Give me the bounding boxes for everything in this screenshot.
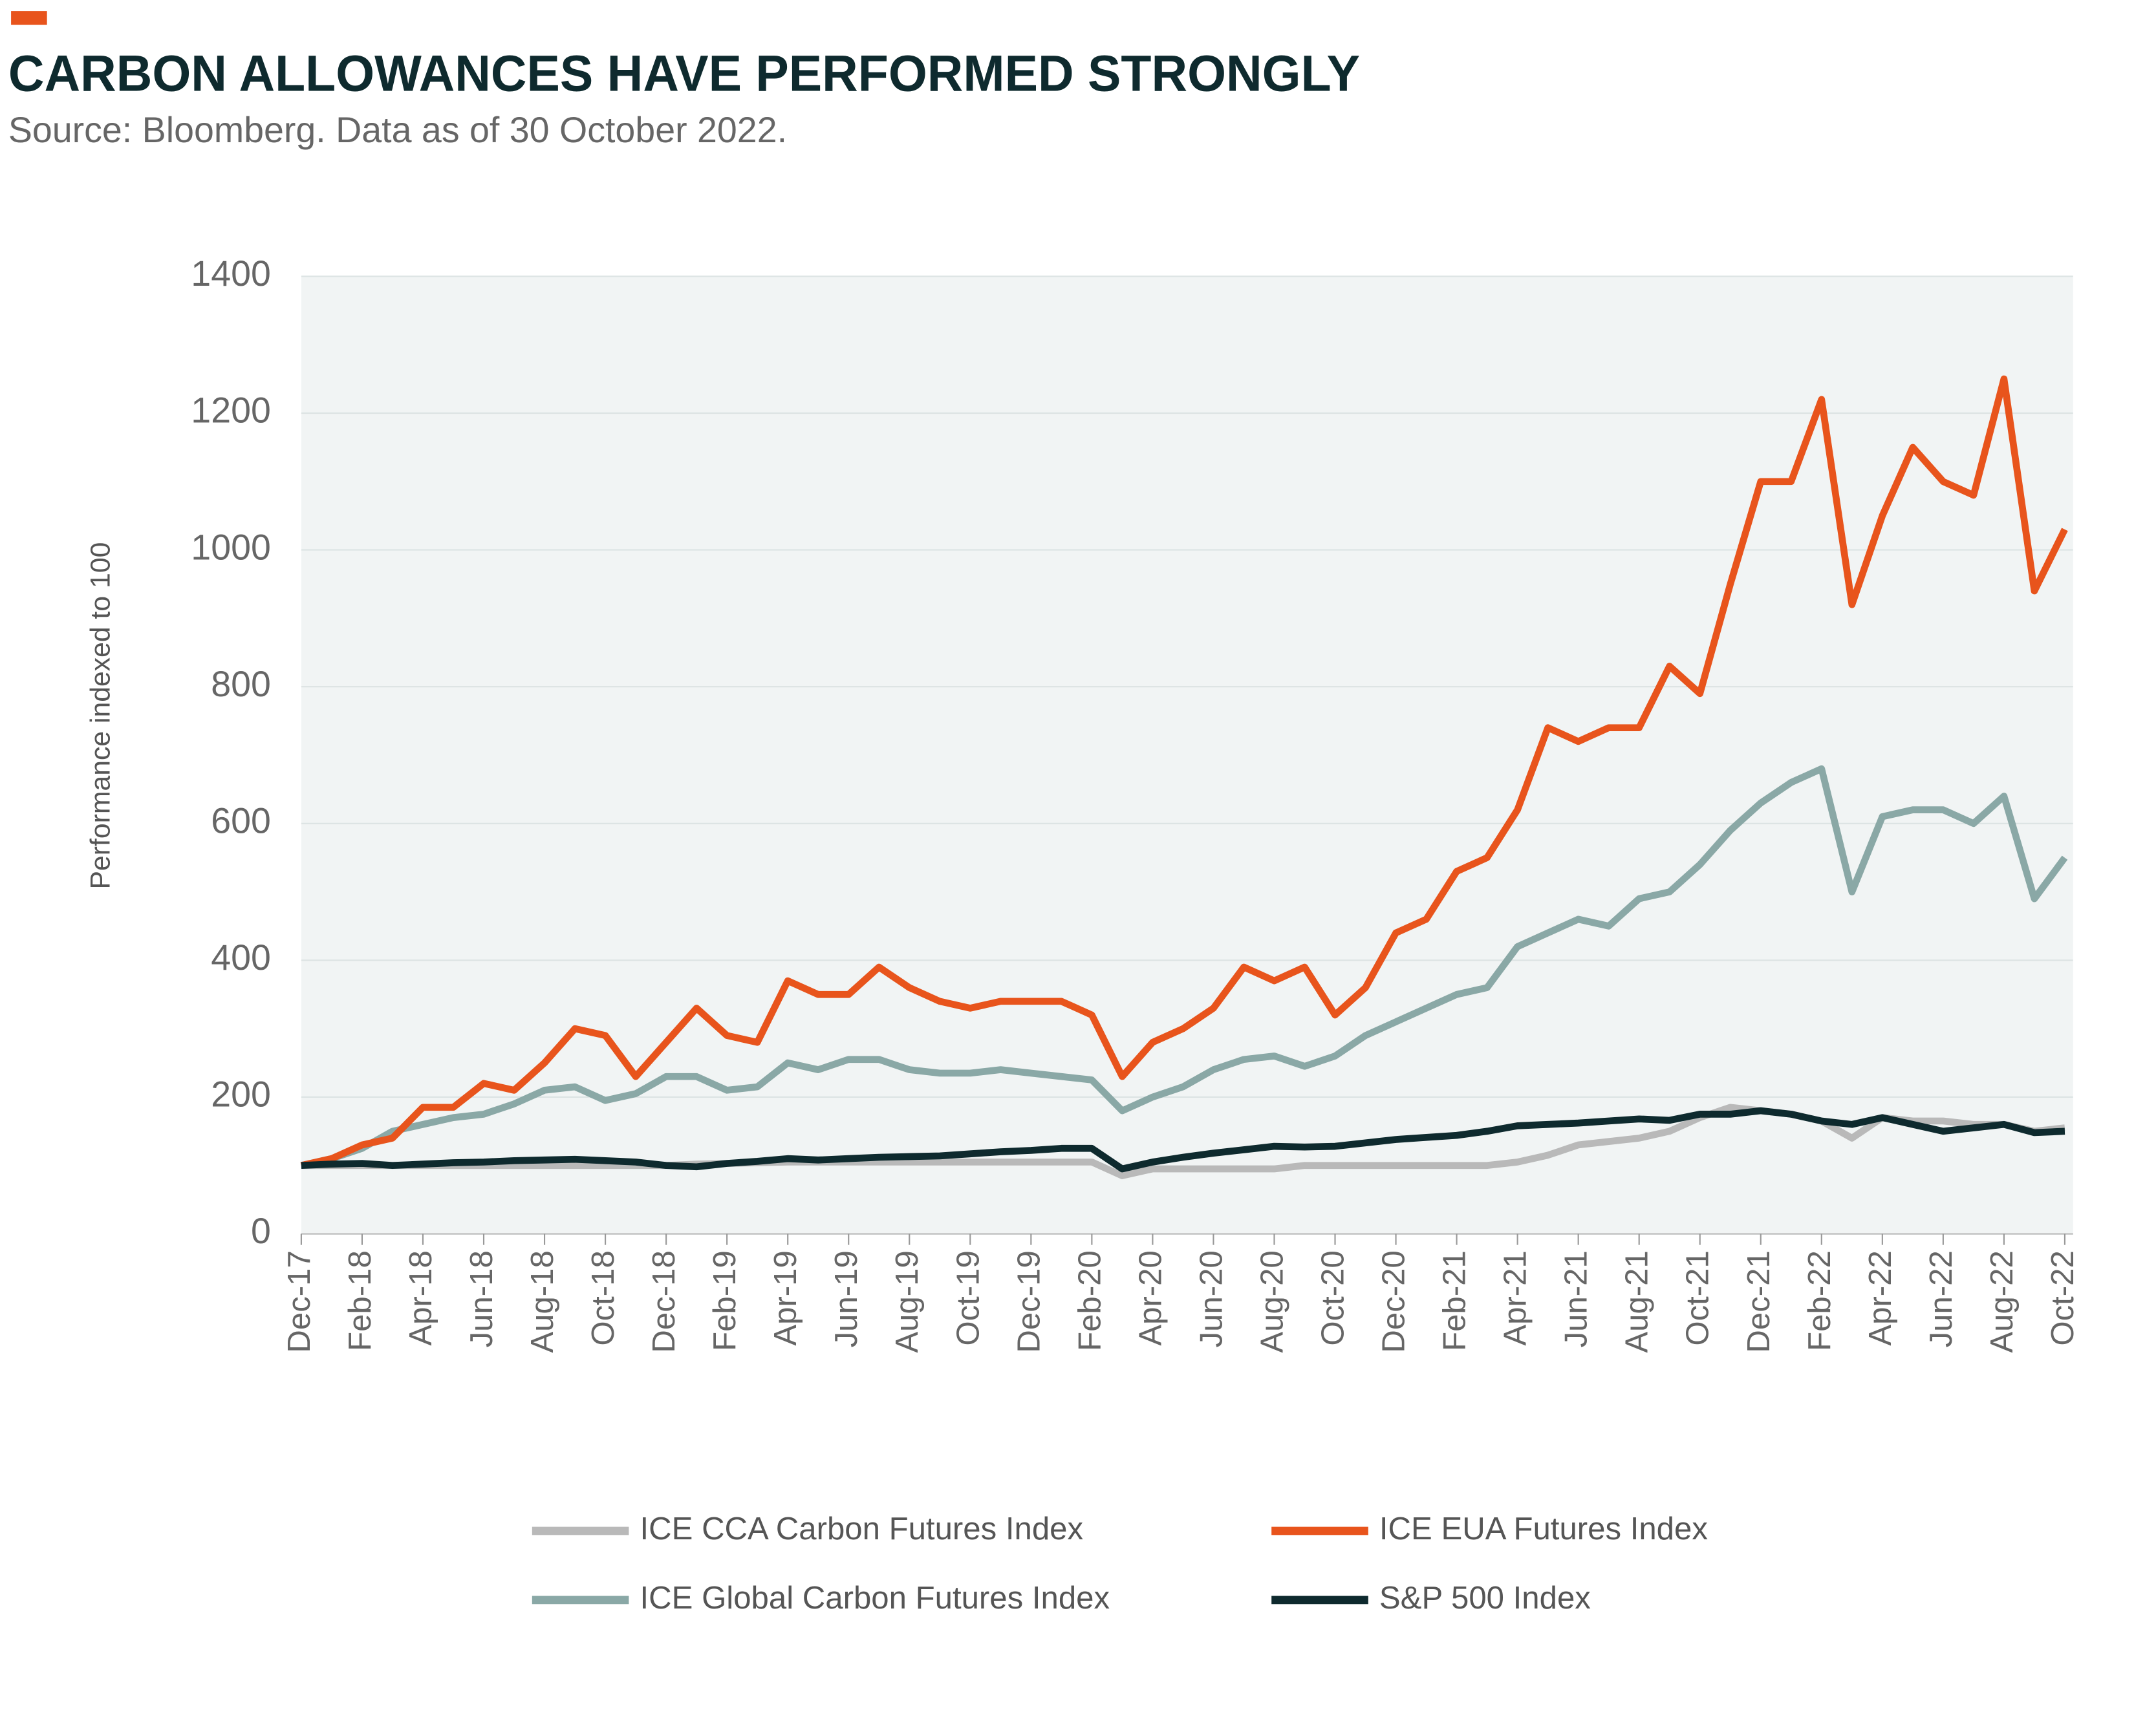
x-tick-label: Oct-18: [586, 1250, 621, 1345]
legend-label: ICE Global Carbon Futures Index: [640, 1581, 1110, 1616]
series-line: [301, 1107, 2065, 1173]
plot-area: [301, 276, 2073, 1234]
legend-label: S&P 500 Index: [1379, 1581, 1591, 1616]
x-tick-label: Feb-20: [1072, 1250, 1107, 1351]
x-tick-label: Apr-19: [768, 1250, 803, 1345]
x-tick-label: Feb-21: [1438, 1250, 1472, 1351]
x-tick-label: Oct-22: [2045, 1250, 2080, 1345]
x-tick-label: Dec-19: [1011, 1250, 1046, 1352]
x-tick-label: Jun-21: [1559, 1250, 1594, 1347]
x-tick-label: Dec-20: [1377, 1250, 1412, 1352]
x-tick-label: Jun-20: [1194, 1250, 1229, 1347]
x-tick-label: Jun-18: [464, 1250, 499, 1347]
x-tick-label: Aug-19: [890, 1250, 925, 1352]
x-tick-label: Oct-20: [1315, 1250, 1350, 1345]
y-tick-label: 600: [211, 800, 271, 840]
y-tick-label: 1200: [191, 390, 271, 431]
x-tick-label: Jun-22: [1924, 1250, 1959, 1347]
x-tick-label: Feb-19: [707, 1250, 742, 1351]
title-accent: [11, 11, 47, 25]
chart-subtitle: Source: Bloomberg. Data as of 30 October…: [8, 110, 787, 150]
legend-label: ICE EUA Futures Index: [1379, 1512, 1708, 1546]
x-tick-label: Oct-19: [951, 1250, 986, 1345]
series-line: [300, 375, 2068, 1169]
x-tick-label: Dec-18: [647, 1250, 682, 1352]
x-tick-label: Jun-19: [829, 1250, 864, 1347]
y-tick-label: 1000: [191, 527, 271, 567]
x-tick-label: Dec-17: [282, 1250, 317, 1352]
series-line: [300, 765, 2068, 1169]
x-tick-label: Dec-21: [1741, 1250, 1776, 1352]
x-tick-label: Aug-21: [1620, 1250, 1655, 1352]
x-tick-label: Oct-21: [1681, 1250, 1716, 1345]
x-tick-label: Aug-22: [1985, 1250, 2020, 1352]
y-tick-label: 0: [251, 1211, 271, 1251]
x-tick-label: Feb-22: [1802, 1250, 1837, 1351]
y-tick-label: 200: [211, 1074, 271, 1115]
x-tick-label: Apr-21: [1498, 1250, 1533, 1345]
x-tick-label: Apr-18: [404, 1250, 438, 1345]
chart-title: CARBON ALLOWANCES HAVE PERFORMED STRONGL…: [8, 45, 1360, 102]
x-tick-label: Aug-18: [525, 1250, 560, 1352]
x-tick-label: Aug-20: [1255, 1250, 1289, 1352]
y-tick-label: 400: [211, 937, 271, 978]
y-tick-label: 800: [211, 664, 271, 704]
x-tick-label: Apr-22: [1863, 1250, 1898, 1345]
x-tick-label: Feb-18: [343, 1250, 378, 1351]
y-tick-label: 1400: [191, 253, 271, 294]
x-tick-label: Apr-20: [1133, 1250, 1168, 1345]
y-axis-label: Performance indexed to 100: [85, 542, 116, 890]
legend-label: ICE CCA Carbon Futures Index: [640, 1512, 1084, 1546]
